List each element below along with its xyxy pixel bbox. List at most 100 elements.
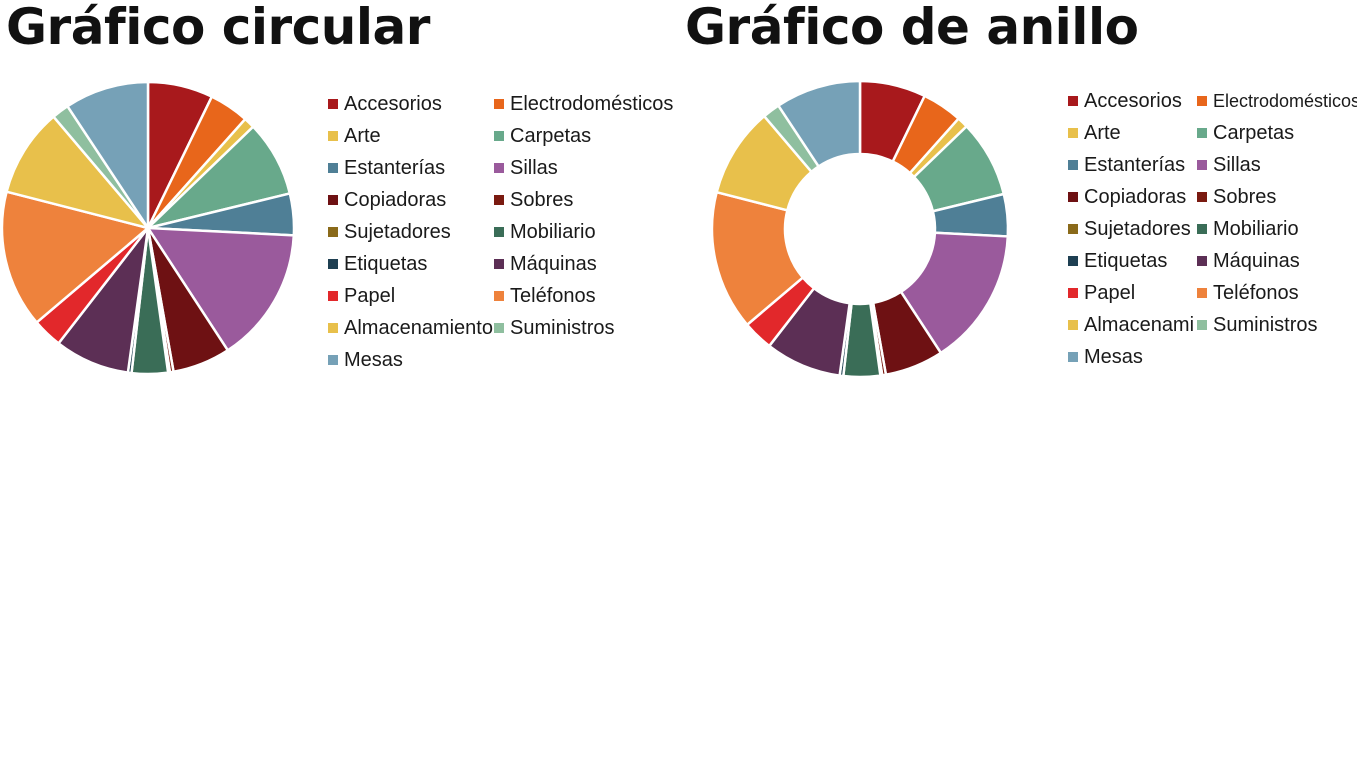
legend-label: Papel bbox=[344, 284, 396, 307]
legend-label: Almacenami bbox=[1084, 313, 1195, 336]
legend-label: Electrodomésticos bbox=[510, 92, 674, 115]
legend-swatch bbox=[328, 227, 338, 237]
legend-label: Estanterías bbox=[344, 156, 446, 179]
legend-label: Arte bbox=[1084, 121, 1121, 144]
legend-item-papel: Papel bbox=[328, 280, 494, 312]
legend-item-mobiliario: Mobiliario bbox=[494, 216, 674, 248]
legend-label: Máquinas bbox=[510, 252, 597, 275]
slice-sillas bbox=[146, 226, 296, 352]
legend-swatch bbox=[1068, 160, 1078, 170]
legend-label: Etiquetas bbox=[344, 252, 428, 275]
pie-chart bbox=[0, 80, 296, 376]
legend-label: Accesorios bbox=[344, 92, 442, 115]
legend-swatch bbox=[1068, 352, 1078, 362]
legend-label: Papel bbox=[1084, 281, 1136, 304]
legend-swatch bbox=[494, 259, 504, 269]
legend-swatch bbox=[494, 323, 504, 333]
legend-swatch bbox=[494, 99, 504, 109]
legend-item-maquinas: Máquinas bbox=[494, 248, 674, 280]
legend-swatch bbox=[1197, 192, 1207, 202]
legend-swatch bbox=[328, 99, 338, 109]
legend-swatch bbox=[328, 323, 338, 333]
legend-swatch bbox=[1197, 320, 1207, 330]
donut-chart bbox=[710, 79, 1010, 379]
legend-swatch bbox=[1197, 128, 1207, 138]
legend-swatch bbox=[1068, 256, 1078, 266]
slice-telefonos bbox=[0, 190, 150, 324]
legend-item-mesas: Mesas bbox=[328, 344, 494, 376]
legend-label: Sillas bbox=[510, 156, 558, 179]
legend-label: Estanterías bbox=[1084, 153, 1186, 176]
legend-label: Mobiliario bbox=[1213, 217, 1299, 240]
pie-chart-legend: Accesorios Electrodomésticos Arte Carpetas E… bbox=[328, 88, 674, 376]
legend-label: Máquinas bbox=[1213, 249, 1300, 272]
legend-item-copiadoras: Copiadoras bbox=[1068, 181, 1197, 213]
legend-item-electrodomesticos: Electrodomésticos bbox=[1197, 85, 1357, 117]
legend-item-suministros: Suministros bbox=[1197, 309, 1357, 341]
slice-almacenamiento bbox=[5, 115, 150, 230]
legend-item-sujetadores: Sujetadores bbox=[1068, 213, 1197, 245]
legend-swatch bbox=[1068, 128, 1078, 138]
legend-item-suministros: Suministros bbox=[494, 312, 674, 344]
legend-label: Suministros bbox=[1213, 313, 1318, 336]
legend-item-etiquetas: Etiquetas bbox=[328, 248, 494, 280]
legend-swatch bbox=[328, 131, 338, 141]
legend-item-telefonos: Teléfonos bbox=[1197, 277, 1357, 309]
legend-swatch bbox=[328, 259, 338, 269]
legend-label: Carpetas bbox=[510, 124, 592, 147]
legend-swatch bbox=[494, 195, 504, 205]
legend-item-telefonos: Teléfonos bbox=[494, 280, 674, 312]
legend-item-maquinas: Máquinas bbox=[1197, 245, 1357, 277]
legend-label: Electrodomésticos bbox=[1213, 90, 1357, 111]
legend-item-carpetas: Carpetas bbox=[1197, 117, 1357, 149]
legend-item-sillas: Sillas bbox=[1197, 149, 1357, 181]
legend-swatch bbox=[1068, 224, 1078, 234]
legend-item-carpetas: Carpetas bbox=[494, 120, 674, 152]
legend-item-etiquetas: Etiquetas bbox=[1068, 245, 1197, 277]
donut-chart-legend: Accesorios Electrodomésticos Arte Carpetas E… bbox=[1068, 85, 1357, 373]
legend-label: Sujetadores bbox=[344, 220, 451, 243]
legend-swatch bbox=[494, 163, 504, 173]
legend-label: Mobiliario bbox=[510, 220, 596, 243]
legend-swatch bbox=[1068, 320, 1078, 330]
legend-label: Arte bbox=[344, 124, 381, 147]
legend-swatch bbox=[328, 355, 338, 365]
legend-item-copiadoras: Copiadoras bbox=[328, 184, 494, 216]
legend-swatch bbox=[1068, 96, 1078, 106]
legend-label: Mesas bbox=[344, 348, 403, 371]
legend-label: Suministros bbox=[510, 316, 615, 339]
legend-item-mesas: Mesas bbox=[1068, 341, 1197, 373]
legend-swatch bbox=[1197, 96, 1207, 106]
legend-swatch bbox=[494, 227, 504, 237]
legend-item-sobres: Sobres bbox=[494, 184, 674, 216]
legend-swatch bbox=[1197, 224, 1207, 234]
legend-swatch bbox=[1197, 256, 1207, 266]
legend-label: Carpetas bbox=[1213, 121, 1295, 144]
legend-label: Teléfonos bbox=[510, 284, 596, 307]
legend-item-sillas: Sillas bbox=[494, 152, 674, 184]
legend-swatch bbox=[494, 131, 504, 141]
legend-label: Sujetadores bbox=[1084, 217, 1191, 240]
legend-swatch bbox=[328, 163, 338, 173]
legend-label: Mesas bbox=[1084, 345, 1143, 368]
legend-item-sujetadores: Sujetadores bbox=[328, 216, 494, 248]
legend-label: Sillas bbox=[1213, 153, 1261, 176]
legend-item-estanterias: Estanterías bbox=[328, 152, 494, 184]
pie-chart-title: Gráfico circular bbox=[6, 0, 430, 56]
legend-item-sobres: Sobres bbox=[1197, 181, 1357, 213]
legend-label: Almacenamiento bbox=[344, 316, 493, 339]
legend-label: Copiadoras bbox=[1084, 185, 1187, 208]
legend-item-arte: Arte bbox=[328, 120, 494, 152]
legend-label: Sobres bbox=[1213, 185, 1277, 208]
legend-item-papel: Papel bbox=[1068, 277, 1197, 309]
legend-swatch bbox=[328, 291, 338, 301]
legend-swatch bbox=[1068, 192, 1078, 202]
donut-chart-title: Gráfico de anillo bbox=[685, 0, 1139, 56]
legend-label: Sobres bbox=[510, 188, 574, 211]
legend-label: Etiquetas bbox=[1084, 249, 1168, 272]
legend-swatch bbox=[1197, 160, 1207, 170]
legend-item-almacenamiento: Almacenamiento bbox=[328, 312, 494, 344]
legend-swatch bbox=[1197, 288, 1207, 298]
legend-label: Teléfonos bbox=[1213, 281, 1299, 304]
legend-item-accesorios: Accesorios bbox=[328, 88, 494, 120]
